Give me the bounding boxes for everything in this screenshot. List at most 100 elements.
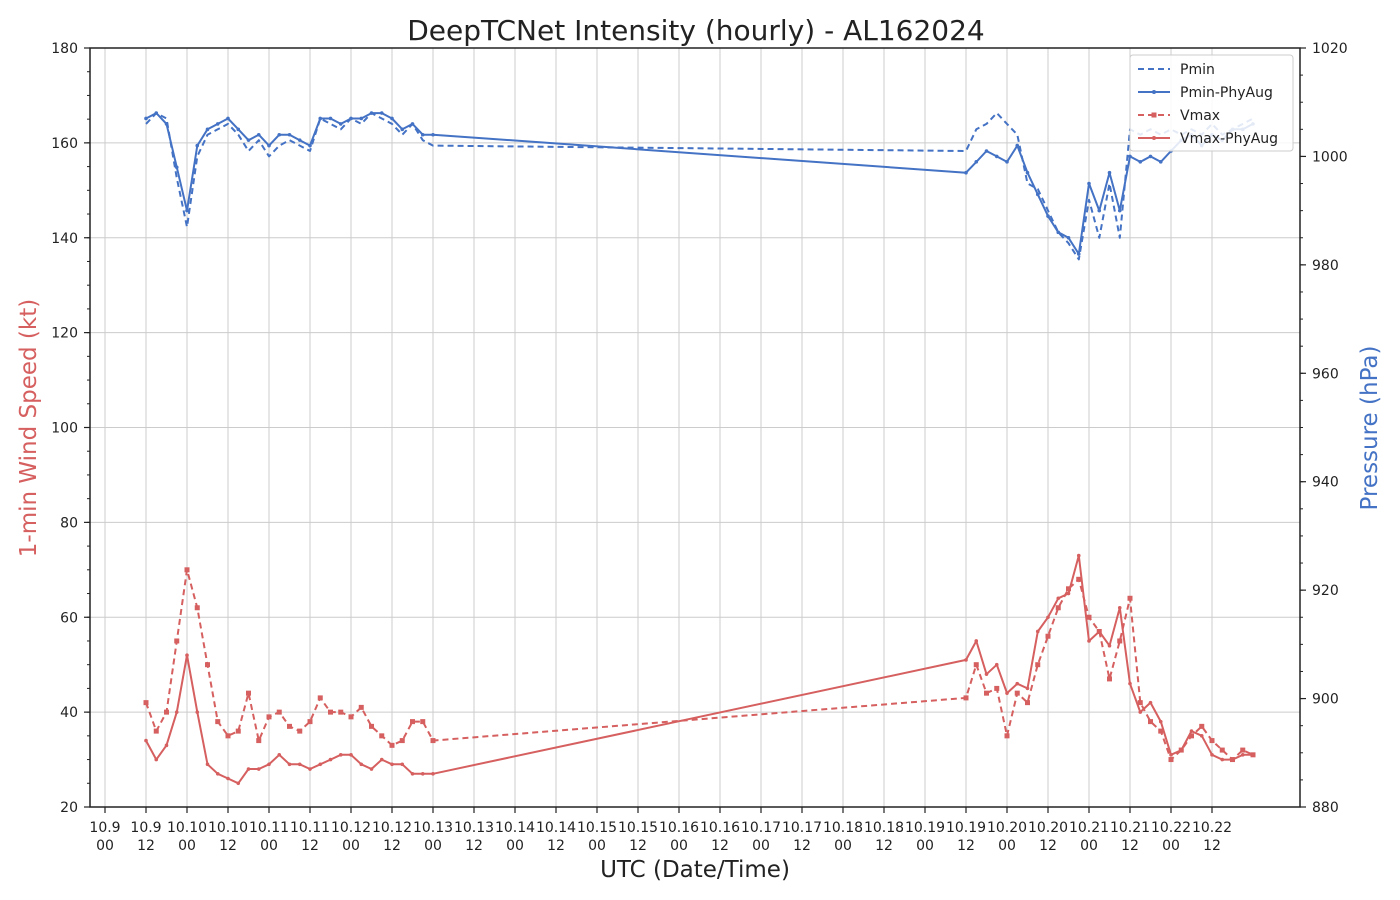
data-point — [143, 700, 149, 706]
data-point — [144, 738, 148, 743]
x-tick-date: 10.9 — [89, 820, 120, 836]
data-point — [984, 690, 989, 696]
data-point — [195, 143, 200, 148]
x-tick-time: 00 — [834, 838, 852, 854]
data-point — [379, 757, 384, 762]
data-point — [1046, 214, 1050, 218]
right-tick-label: 880 — [1312, 800, 1339, 816]
x-tick-date: 10.10 — [208, 820, 248, 836]
data-point — [1087, 181, 1091, 186]
data-point — [410, 771, 415, 776]
data-point — [400, 762, 405, 767]
data-point — [236, 127, 241, 132]
data-point — [174, 165, 179, 170]
x-tick-time: 12 — [957, 838, 975, 854]
data-point — [297, 728, 303, 734]
data-point — [1158, 719, 1163, 724]
data-point — [164, 743, 169, 748]
data-point — [1015, 681, 1020, 686]
x-tick-time: 00 — [506, 838, 524, 854]
x-tick-time: 12 — [219, 838, 237, 854]
x-tick-time: 00 — [1162, 838, 1180, 854]
data-point — [267, 762, 271, 767]
x-tick-time: 00 — [178, 838, 196, 854]
left-tick-label: 140 — [51, 231, 78, 247]
legend-label: Vmax — [1180, 108, 1220, 124]
data-point — [389, 742, 395, 748]
data-point — [328, 757, 333, 762]
data-point — [1219, 747, 1225, 753]
x-tick-time: 00 — [998, 838, 1016, 854]
series-line — [145, 112, 1254, 255]
x-axis-label: UTC (Date/Time) — [600, 857, 790, 883]
data-point — [277, 753, 282, 757]
data-point — [267, 143, 271, 148]
x-tick-time: 00 — [752, 838, 770, 854]
data-point — [984, 149, 989, 153]
data-point — [1107, 643, 1112, 648]
data-point — [246, 767, 251, 771]
legend-box — [1129, 54, 1294, 152]
data-point — [1025, 686, 1030, 691]
legend: Pmin Pmin-PhyAug Vmax Vmax-PhyAug — [1129, 54, 1294, 152]
data-point — [358, 704, 364, 710]
x-tick-time: 12 — [711, 838, 729, 854]
x-tick-time: 00 — [916, 838, 934, 854]
legend-label: Vmax-PhyAug — [1180, 131, 1278, 147]
data-point — [1056, 230, 1061, 235]
data-point — [1210, 753, 1214, 757]
x-tick-date: 10.17 — [741, 820, 781, 836]
x-tick-date: 10.20 — [987, 820, 1027, 836]
data-point — [431, 132, 435, 137]
right-tick-label: 920 — [1312, 583, 1339, 599]
data-point — [1128, 154, 1132, 159]
data-point — [1107, 676, 1112, 682]
x-tick-date: 10.10 — [167, 820, 207, 836]
left-axis-label: 1-min Wind Speed (kt) — [16, 299, 42, 557]
data-point — [1251, 753, 1255, 757]
x-tick-date: 10.18 — [823, 820, 863, 836]
data-point — [379, 733, 385, 739]
data-point — [1066, 235, 1071, 240]
x-tick-date: 10.14 — [495, 820, 535, 836]
data-point — [328, 116, 333, 121]
x-tick-date: 10.16 — [659, 820, 699, 836]
data-point — [430, 738, 436, 744]
x-tick-time: 00 — [1080, 838, 1098, 854]
x-tick-time: 00 — [342, 838, 360, 854]
data-point — [963, 695, 969, 701]
right-axis-label: Pressure (hPa) — [1357, 346, 1383, 511]
data-point — [317, 695, 323, 701]
x-tick-time: 12 — [629, 838, 647, 854]
data-point — [246, 690, 251, 696]
data-point — [1056, 596, 1061, 601]
data-point — [359, 762, 364, 767]
data-point — [287, 723, 292, 729]
data-point — [318, 762, 323, 767]
x-tick-time: 12 — [465, 838, 483, 854]
x-tick-time: 12 — [1039, 838, 1057, 854]
data-point — [1199, 723, 1205, 729]
data-point — [338, 122, 343, 126]
data-point — [164, 122, 169, 126]
data-point — [185, 653, 189, 657]
legend-label: Pmin-PhyAug — [1180, 85, 1273, 101]
data-point — [246, 138, 251, 142]
data-point — [174, 710, 179, 714]
x-tick-date: 10.11 — [249, 820, 289, 836]
data-point — [1148, 154, 1153, 159]
data-point — [390, 116, 394, 121]
legend-marker — [1152, 136, 1156, 140]
data-point — [1117, 605, 1122, 610]
data-point — [348, 714, 354, 720]
x-tick-date: 10.11 — [290, 820, 330, 836]
x-tick-date: 10.14 — [536, 820, 576, 836]
legend-label: Pmin — [1180, 62, 1215, 78]
data-point — [994, 154, 999, 159]
left-tick-label: 20 — [60, 800, 78, 816]
x-tick-date: 10.9 — [130, 820, 161, 836]
data-point — [1189, 729, 1194, 733]
x-tick-date: 10.16 — [700, 820, 740, 836]
grid-lines — [90, 47, 1300, 808]
data-point — [1158, 160, 1163, 164]
